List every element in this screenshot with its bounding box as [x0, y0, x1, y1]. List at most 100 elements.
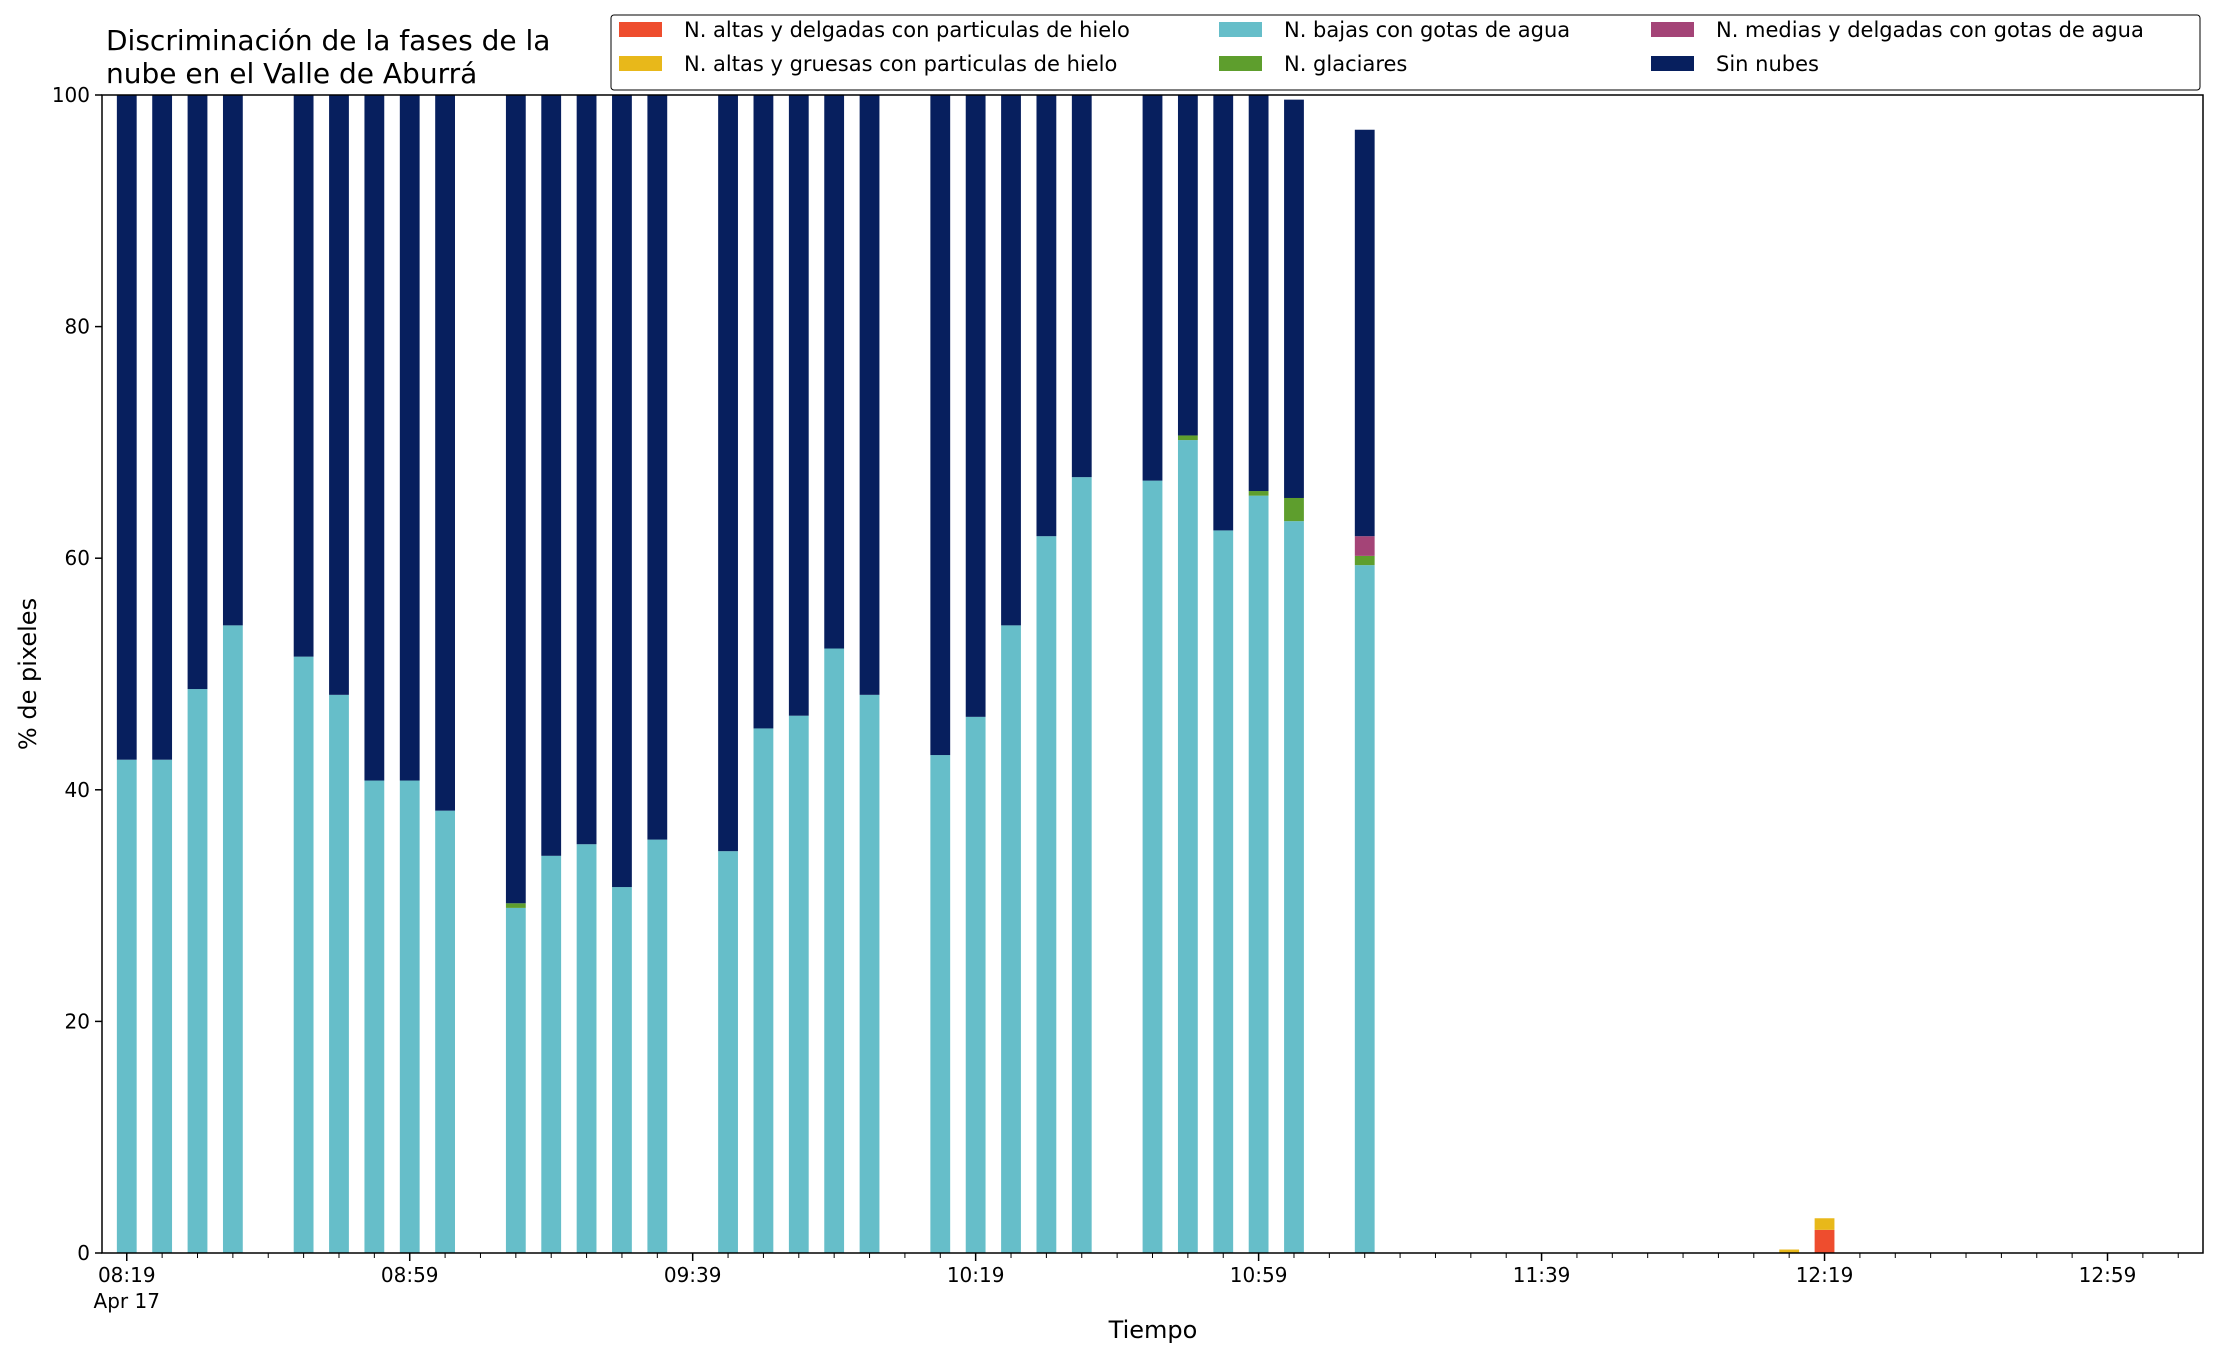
chart-title-line-2: nube en el Valle de Aburrá: [106, 57, 477, 90]
bar-segment-s2-t8: [435, 810, 455, 1253]
bar-segment-s2-t1: [152, 759, 173, 1253]
bar-segment-s5-t14: [718, 95, 738, 852]
x-date-label: Apr 17: [94, 1289, 160, 1313]
x-tick-label-3: 10:19: [947, 1263, 1005, 1287]
bar-segment-s5-t8: [435, 95, 455, 811]
legend-label-1: N. altas y gruesas con particulas de hie…: [684, 52, 1117, 76]
bar-segment-s4-t29: [1354, 536, 1375, 556]
x-axis: 08:19 08:59 09:39 10:19 10:59 11:39 12:19 12:59…: [94, 1253, 2179, 1313]
bar-segment-s5-t7: [399, 95, 420, 781]
x-tick-label-4: 10:59: [1230, 1263, 1288, 1287]
legend-swatch-0: [619, 22, 662, 37]
legend-label-2: N. bajas con gotas de agua: [1284, 18, 1570, 42]
bar-segment-s5-t9: [505, 95, 526, 904]
y-tick-label-4: 80: [65, 315, 90, 339]
y-axis: 0 20 40 60 80 100: [52, 83, 102, 1265]
bar-segment-s2-t7: [399, 780, 420, 1253]
bar-segment-s3-t9: [505, 903, 526, 908]
legend-swatch-1: [619, 56, 662, 71]
bar-segment-s2-t11: [576, 844, 597, 1253]
bar-segment-s2-t28: [1284, 521, 1304, 1253]
bar-segment-s5-t23: [1071, 95, 1092, 478]
bar-segment-s1-t39: [1779, 1249, 1800, 1253]
y-tick-label-2: 40: [65, 778, 90, 802]
x-tick-label-6: 12:19: [1796, 1263, 1854, 1287]
bar-segment-s2-t13: [647, 839, 668, 1253]
legend: N. altas y delgadas con particulas de hi…: [610, 14, 2201, 91]
bar-segment-s5-t18: [859, 95, 880, 695]
bar-segment-s5-t17: [824, 95, 845, 649]
x-tick-label-1: 08:59: [381, 1263, 439, 1287]
bar-segment-s5-t22: [1036, 95, 1057, 537]
bar-segment-s2-t2: [187, 689, 208, 1253]
bar-segment-s5-t5: [329, 95, 349, 695]
bar-segment-s5-t24: [1142, 95, 1163, 481]
bar-segment-s5-t27: [1248, 95, 1269, 492]
y-tick-label-3: 60: [65, 546, 90, 570]
bar-segment-s2-t10: [541, 855, 562, 1253]
bar-segment-s2-t4: [293, 656, 314, 1253]
bar-segment-s2-t9: [505, 907, 526, 1253]
bar-segment-s5-t12: [612, 95, 632, 888]
y-tick-label-0: 0: [77, 1241, 90, 1265]
y-tick-label-1: 20: [65, 1009, 90, 1033]
bar-segment-s3-t28: [1284, 497, 1304, 522]
bar-segment-s5-t19: [930, 95, 951, 756]
bar-segment-s5-t26: [1213, 95, 1234, 531]
legend-label-3: N. glaciares: [1284, 52, 1407, 76]
bar-segment-s2-t18: [859, 694, 880, 1253]
bar-segment-s2-t5: [329, 694, 349, 1253]
legend-frame: [610, 14, 2201, 91]
bar-segment-s5-t21: [1001, 95, 1021, 626]
bar-segment-s2-t6: [364, 780, 385, 1253]
bar-segment-s5-t6: [364, 95, 385, 781]
bar-segment-s2-t26: [1213, 530, 1234, 1253]
bar-segment-s2-t19: [930, 755, 951, 1253]
bar-segment-s2-t22: [1036, 536, 1057, 1253]
legend-swatch-3: [1219, 56, 1262, 71]
bar-segment-s5-t29: [1354, 129, 1375, 537]
bar-segment-s2-t0: [116, 759, 137, 1253]
legend-swatch-4: [1651, 22, 1694, 37]
bars-layer: [116, 95, 1835, 1254]
bar-segment-s5-t28: [1284, 99, 1304, 498]
bar-segment-s5-t4: [293, 95, 314, 657]
bar-segment-s5-t25: [1177, 95, 1198, 436]
bar-segment-s2-t23: [1071, 477, 1092, 1253]
legend-swatch-5: [1651, 56, 1694, 71]
y-tick-label-5: 100: [52, 83, 90, 107]
bar-segment-s5-t3: [222, 95, 243, 626]
bar-segment-s0-t40: [1814, 1229, 1835, 1253]
bar-segment-s5-t15: [753, 95, 774, 729]
bar-segment-s5-t16: [788, 95, 809, 716]
bar-segment-s5-t0: [116, 95, 137, 760]
legend-label-5: Sin nubes: [1716, 52, 1819, 76]
bar-segment-s2-t20: [965, 716, 986, 1253]
x-tick-label-2: 09:39: [664, 1263, 722, 1287]
x-tick-label-7: 12:59: [2079, 1263, 2137, 1287]
x-tick-label-5: 11:39: [1513, 1263, 1571, 1287]
bar-segment-s3-t29: [1354, 555, 1375, 566]
bar-segment-s5-t10: [541, 95, 562, 856]
bar-segment-s3-t25: [1177, 435, 1198, 441]
x-tick-label-0: 08:19: [98, 1263, 156, 1287]
legend-swatch-2: [1219, 22, 1262, 37]
bar-segment-s1-t40: [1814, 1218, 1835, 1230]
bar-segment-s2-t12: [612, 887, 632, 1253]
bar-segment-s2-t29: [1354, 565, 1375, 1253]
legend-label-0: N. altas y delgadas con particulas de hi…: [684, 18, 1130, 42]
bar-segment-s2-t14: [718, 851, 738, 1253]
bar-segment-s5-t20: [965, 95, 986, 717]
bar-segment-s2-t16: [788, 715, 809, 1253]
bar-segment-s2-t3: [222, 625, 243, 1253]
bar-segment-s3-t27: [1248, 491, 1269, 496]
x-axis-label: Tiempo: [1108, 1316, 1198, 1344]
bar-segment-s2-t27: [1248, 495, 1269, 1253]
bar-segment-s5-t11: [576, 95, 597, 845]
bar-segment-s2-t25: [1177, 440, 1198, 1254]
chart-title-line-1: Discriminación de la fases de la: [106, 24, 550, 57]
bar-segment-s5-t13: [647, 95, 668, 840]
bar-segment-s2-t24: [1142, 480, 1163, 1253]
y-axis-label: % de pixeles: [14, 598, 42, 750]
